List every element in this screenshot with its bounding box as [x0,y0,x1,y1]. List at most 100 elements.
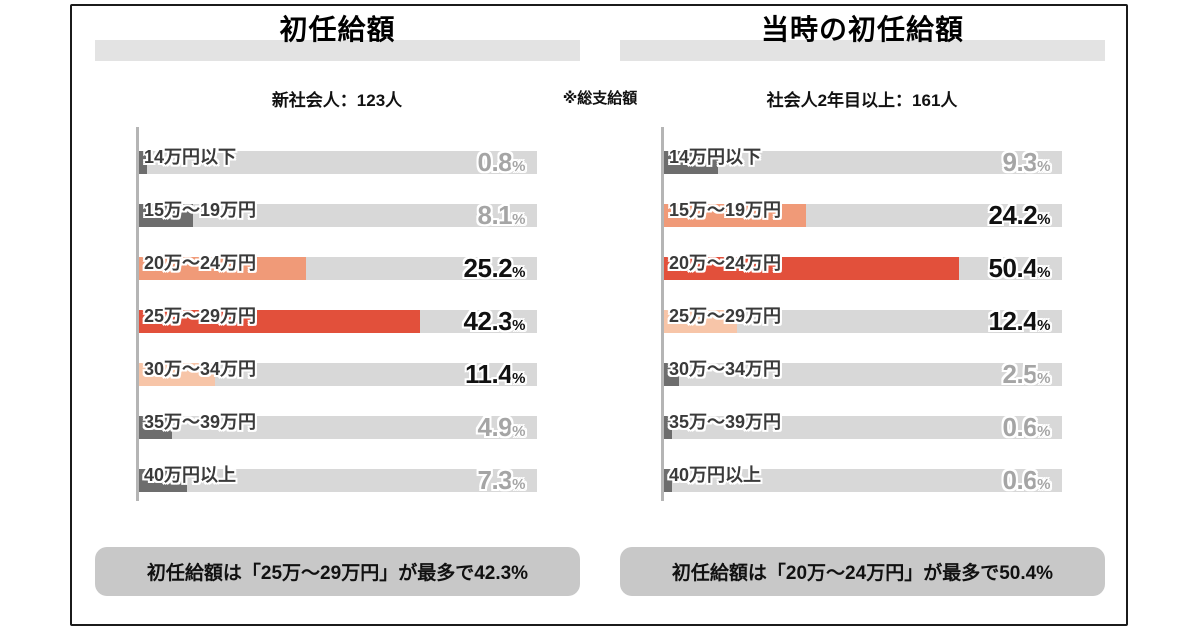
bar [139,469,188,492]
bar-rows: 14万円以下 0.8% 15万～19万円 8.1% 20万～24万円 25.2% 25万～2… [139,127,537,498]
bar-track [139,416,537,439]
bar-row: 40万円以上 0.6% [664,445,1062,498]
value-number: 8.1 [477,200,513,230]
bar-row: 14万円以下 0.8% [139,127,537,180]
percent-unit: % [512,476,525,493]
category-label: 40万円以上 [144,465,237,485]
percent-unit: % [512,158,525,175]
percent-unit: % [512,370,525,387]
bar [139,204,193,227]
bar [664,469,672,492]
percent-unit: % [512,211,525,228]
value-label: 8.1% [478,202,526,233]
chart-title: 初任給額 [279,14,396,45]
category-label: 14万円以下 [144,147,237,167]
value-label: 9.3% [1003,149,1051,180]
value-label: 12.4% [988,306,1051,339]
bar-rows: 14万円以下 9.3% 15万～19万円 24.2% 20万～24万円 50.4% 25万～… [664,127,1062,498]
gross-pay-note: ※総支給額 [562,90,638,107]
bar [664,310,737,333]
bar-track [139,204,537,227]
percent-unit: % [1037,317,1050,334]
percent-unit: % [1037,423,1050,440]
percent-unit: % [512,317,525,334]
category-label: 20万～24万円 [669,253,782,273]
chart-subtitle: 社会人2年目以上：161人 [766,91,958,110]
value-label: 7.3% [478,467,526,498]
category-label: 30万～34万円 [144,359,257,379]
percent-unit: % [1037,264,1050,281]
bar-row: 15万～19万円 8.1% [139,180,537,233]
bar-row: 20万～24万円 50.4% [664,233,1062,286]
value-number: 25.2 [463,253,513,283]
bar-row: 40万円以上 7.3% [139,445,537,498]
bar-track [664,469,1062,492]
value-number: 24.2 [988,200,1038,230]
value-label: 42.3% [463,306,526,339]
value-number: 42.3 [463,306,513,336]
category-label: 15万～19万円 [669,200,782,220]
title-band [620,40,1105,61]
value-number: 0.6 [1002,412,1038,442]
percent-unit: % [1037,370,1050,387]
bar [664,151,719,174]
value-number: 2.5 [1002,359,1038,389]
value-number: 0.6 [1002,465,1038,495]
bar-track [664,416,1062,439]
value-label: 4.9% [478,414,526,445]
value-label: 11.4% [464,359,526,392]
value-number: 9.3 [1002,147,1038,177]
value-label: 24.2% [988,200,1051,233]
bar-track [139,363,537,386]
category-label: 35万～39万円 [669,412,782,432]
axis-line [661,127,664,501]
chart-subtitle: 新社会人：123人 [271,91,403,110]
value-number: 0.8 [477,147,513,177]
category-label: 40万円以上 [669,465,762,485]
summary-text: 初任給額は「25万～29万円」が最多で42.3% [146,563,529,584]
summary-text: 初任給額は「20万～24万円」が最多で50.4% [671,563,1054,584]
bar-track [664,151,1062,174]
chart-title: 当時の初任給額 [760,14,964,45]
value-number: 11.4 [464,359,513,389]
bar [664,257,959,280]
category-label: 25万～29万円 [669,306,782,326]
value-label: 0.8% [478,149,526,180]
value-label: 2.5% [1003,361,1051,392]
bar-row: 14万円以下 9.3% [664,127,1062,180]
bar [139,310,420,333]
value-label: 0.6% [1003,467,1051,498]
category-label: 15万～19万円 [144,200,257,220]
bar [139,416,172,439]
bar [664,363,679,386]
value-number: 50.4 [988,253,1038,283]
percent-unit: % [1037,158,1050,175]
bar [139,257,307,280]
percent-unit: % [512,264,525,281]
bar [139,151,147,174]
percent-unit: % [512,423,525,440]
title-band [95,40,580,61]
value-label: 50.4% [988,253,1051,286]
category-label: 14万円以下 [669,147,762,167]
value-number: 4.9 [477,412,513,442]
bar-row: 20万～24万円 25.2% [139,233,537,286]
bar-row: 35万～39万円 0.6% [664,392,1062,445]
bar [664,416,672,439]
bar-track [664,363,1062,386]
percent-unit: % [1037,211,1050,228]
bar [139,363,215,386]
summary-box: 初任給額は「25万～29万円」が最多で42.3% [95,547,580,596]
bar-track [139,151,537,174]
bar [664,204,806,227]
value-number: 7.3 [477,465,513,495]
category-label: 35万～39万円 [144,412,257,432]
bar-row: 15万～19万円 24.2% [664,180,1062,233]
percent-unit: % [1037,476,1050,493]
bar-row: 25万～29万円 42.3% [139,286,537,339]
value-number: 12.4 [988,306,1038,336]
value-label: 25.2% [463,253,526,286]
bar-track [139,469,537,492]
category-label: 25万～29万円 [144,306,257,326]
